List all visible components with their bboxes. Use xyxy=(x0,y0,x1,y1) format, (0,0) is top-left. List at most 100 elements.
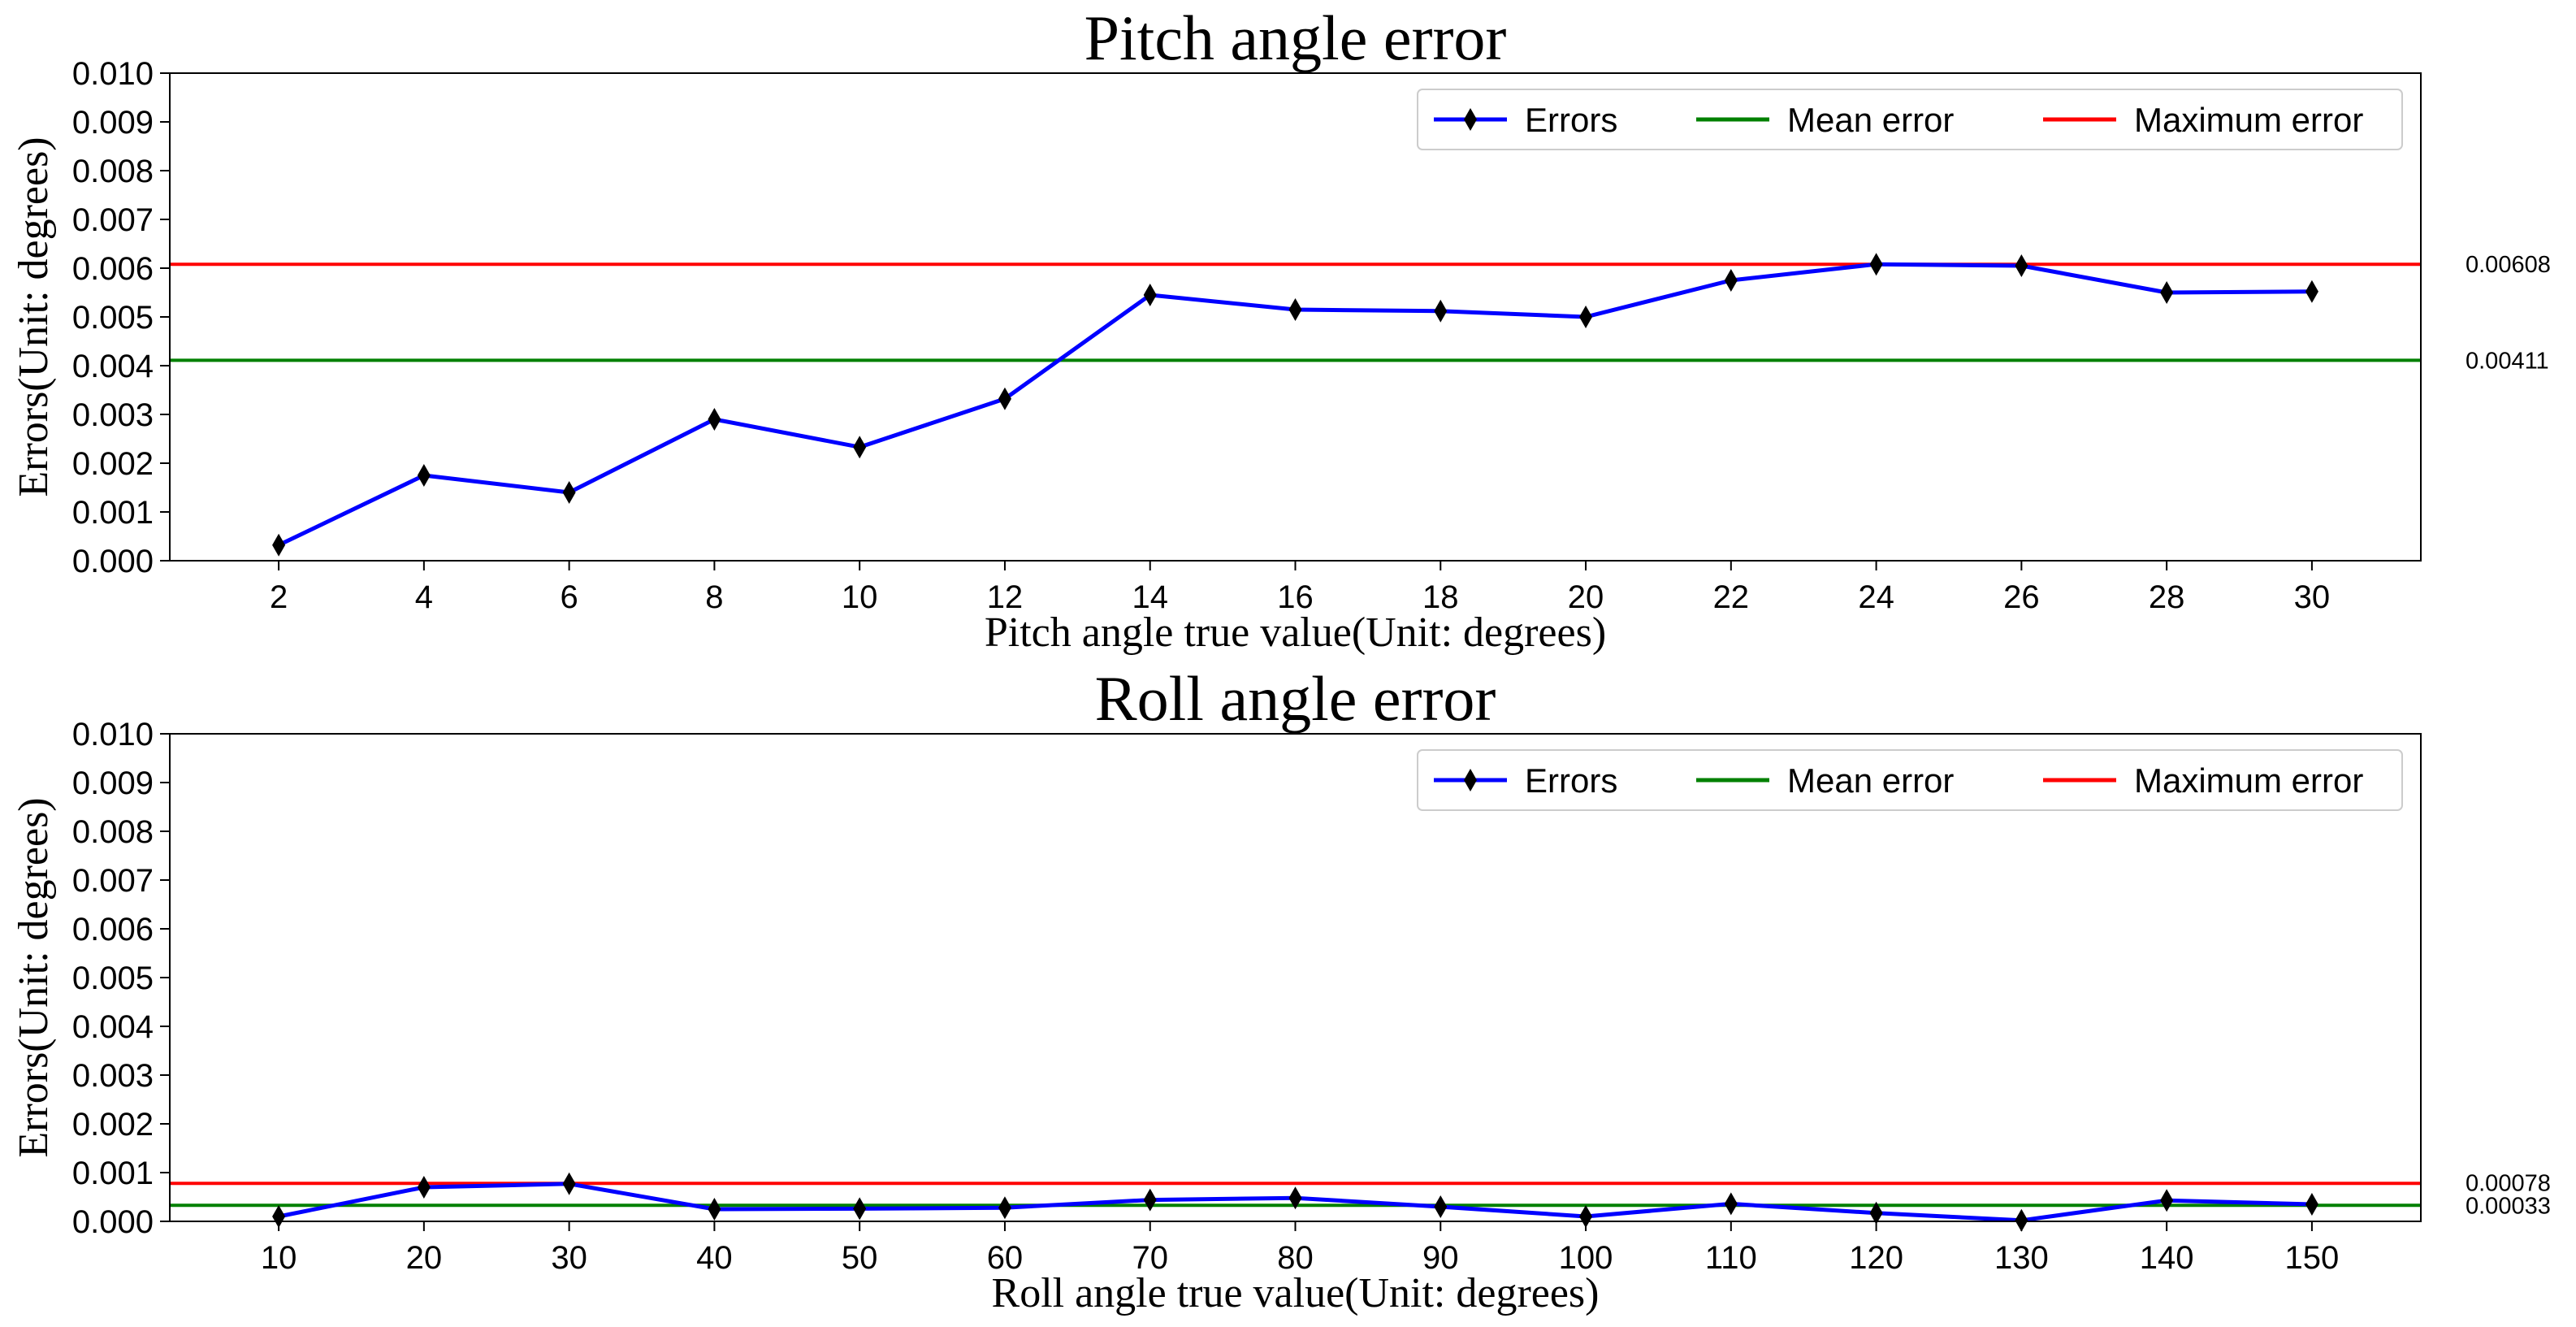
x-tick-label: 20 xyxy=(406,1240,443,1276)
legend-maximum-error-label: Maximum error xyxy=(2134,761,2363,800)
errors-data-point xyxy=(2160,1189,2174,1212)
legend-errors-label: Errors xyxy=(1525,761,1617,800)
x-axis-label: Roll angle true value(Unit: degrees) xyxy=(992,1270,1600,1316)
y-tick-label: 0.010 xyxy=(72,56,154,92)
errors-data-point xyxy=(1724,269,1738,292)
x-tick-label: 140 xyxy=(2140,1240,2194,1276)
errors-data-point xyxy=(417,464,431,487)
y-tick-label: 0.007 xyxy=(72,202,154,238)
roll-angle-error-chart: Roll angle error 0.000 0.001 0.002 0.003 0.00… xyxy=(11,663,2551,1316)
legend-errors-marker xyxy=(1464,108,1477,131)
x-tick-label: 10 xyxy=(261,1240,297,1276)
mean-error-value-label: 0.00411 xyxy=(2466,348,2549,374)
errors-data-point xyxy=(2305,1193,2318,1216)
x-tick-label: 26 xyxy=(2003,579,2040,615)
chart-title: Pitch angle error xyxy=(1085,2,1507,73)
errors-data-point xyxy=(1143,284,1157,306)
errors-data-point xyxy=(998,1196,1011,1220)
errors-data-point xyxy=(1579,1205,1593,1228)
x-tick-label: 24 xyxy=(1858,579,1894,615)
errors-data-point xyxy=(272,533,286,557)
plot-area-frame xyxy=(169,72,2422,562)
plot-area-frame xyxy=(169,733,2422,1222)
errors-data-point xyxy=(2015,254,2028,277)
legend-box xyxy=(1417,89,2403,150)
errors-data-point xyxy=(708,1198,721,1221)
errors-data-point xyxy=(853,436,867,459)
errors-data-point xyxy=(1869,1201,1883,1225)
pitch-angle-error-chart: Pitch angle error 0.000 0.001 0.002 0.003 0.0… xyxy=(11,2,2551,656)
y-axis-label: Errors(Unit: degrees) xyxy=(11,797,57,1157)
errors-data-point xyxy=(1869,253,1883,276)
y-tick-label: 0.000 xyxy=(72,544,154,579)
x-tick-label: 22 xyxy=(1713,579,1750,615)
mean-error-value-label: 0.00033 xyxy=(2466,1194,2551,1220)
x-tick-label: 4 xyxy=(415,579,433,615)
y-tick-label: 0.001 xyxy=(72,495,154,531)
x-tick-label: 30 xyxy=(2294,579,2331,615)
y-axis-label: Errors(Unit: degrees) xyxy=(11,137,57,497)
x-tick-label: 40 xyxy=(696,1240,733,1276)
y-tick-label: 0.010 xyxy=(72,717,154,752)
errors-data-point xyxy=(1143,1188,1157,1212)
y-tick-label: 0.006 xyxy=(72,912,154,948)
legend: Errors Mean error Maximum error xyxy=(1417,749,2403,811)
x-tick-label: 60 xyxy=(987,1240,1024,1276)
x-tick-label: 70 xyxy=(1132,1240,1168,1276)
x-tick-label: 14 xyxy=(1132,579,1168,615)
y-tick-label: 0.002 xyxy=(72,446,154,482)
errors-data-point xyxy=(417,1176,431,1199)
x-tick-label: 150 xyxy=(2285,1240,2340,1276)
x-tick-label: 10 xyxy=(842,579,878,615)
x-tick-label: 6 xyxy=(561,579,578,615)
y-tick-label: 0.003 xyxy=(72,397,154,433)
x-tick-label: 12 xyxy=(987,579,1024,615)
errors-data-point xyxy=(998,387,1011,410)
x-tick-label: 110 xyxy=(1705,1240,1757,1276)
errors-data-point xyxy=(1288,1186,1302,1210)
y-tick-label: 0.001 xyxy=(72,1156,154,1191)
y-tick-label: 0.008 xyxy=(72,814,154,850)
legend-maximum-error-label: Maximum error xyxy=(2134,101,2363,139)
y-tick-label: 0.008 xyxy=(72,154,154,189)
y-tick-label: 0.005 xyxy=(72,961,154,996)
errors-data-point xyxy=(2305,280,2318,303)
errors-data-point xyxy=(562,1172,576,1195)
y-tick-label: 0.006 xyxy=(72,251,154,287)
y-tick-label: 0.009 xyxy=(72,765,154,801)
x-tick-label: 8 xyxy=(705,579,723,615)
legend-errors-label: Errors xyxy=(1525,101,1617,139)
y-tick-label: 0.009 xyxy=(72,105,154,141)
errors-data-point xyxy=(2015,1208,2028,1232)
x-tick-label: 50 xyxy=(842,1240,878,1276)
y-tick-label: 0.004 xyxy=(72,349,154,384)
x-tick-label: 100 xyxy=(1559,1240,1613,1276)
x-tick-label: 80 xyxy=(1277,1240,1314,1276)
x-tick-label: 2 xyxy=(270,579,288,615)
legend-mean-error-label: Mean error xyxy=(1787,761,1954,800)
maximum-error-value-label: 0.00078 xyxy=(2466,1171,2551,1197)
x-tick-label: 90 xyxy=(1422,1240,1459,1276)
errors-data-point xyxy=(1288,298,1302,321)
errors-data-point xyxy=(853,1197,867,1221)
maximum-error-value-label: 0.00608 xyxy=(2466,252,2551,278)
errors-data-point xyxy=(708,408,721,431)
legend-errors-marker xyxy=(1464,769,1477,791)
legend: Errors Mean error Maximum error xyxy=(1417,89,2403,150)
legend-mean-error-label: Mean error xyxy=(1787,101,1954,139)
errors-data-point xyxy=(1434,299,1448,323)
y-tick-label: 0.005 xyxy=(72,300,154,336)
y-tick-label: 0.002 xyxy=(72,1107,154,1143)
legend-box xyxy=(1417,749,2403,811)
errors-data-point xyxy=(1579,306,1593,328)
y-tick-label: 0.003 xyxy=(72,1058,154,1094)
y-tick-label: 0.000 xyxy=(72,1204,154,1240)
errors-data-point xyxy=(562,481,576,504)
x-tick-label: 30 xyxy=(551,1240,587,1276)
x-tick-label: 28 xyxy=(2149,579,2185,615)
x-tick-label: 120 xyxy=(1849,1240,1903,1276)
x-tick-label: 16 xyxy=(1277,579,1314,615)
x-axis-label: Pitch angle true value(Unit: degrees) xyxy=(985,609,1606,656)
chart-title: Roll angle error xyxy=(1095,663,1496,734)
x-tick-label: 130 xyxy=(1994,1240,2049,1276)
